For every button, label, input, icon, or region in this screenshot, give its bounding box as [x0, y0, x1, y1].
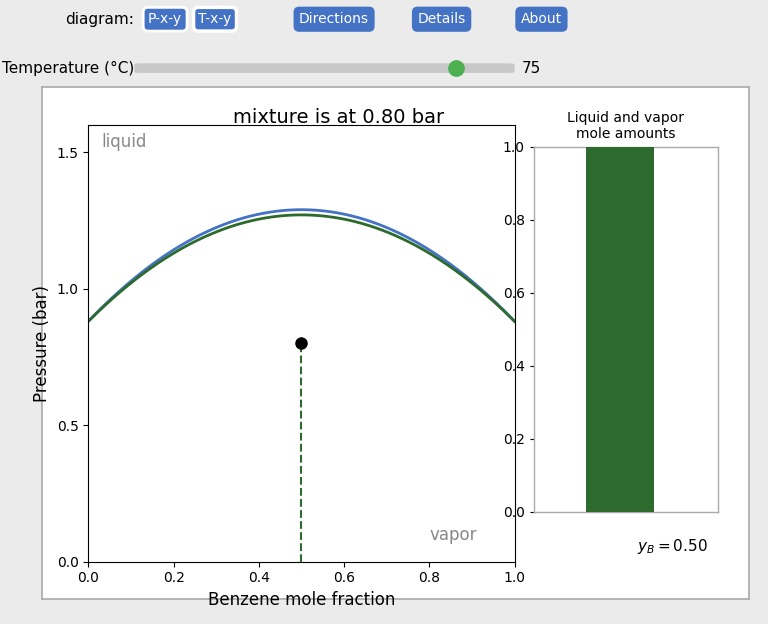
Text: mixture is at 0.80 bar: mixture is at 0.80 bar — [233, 108, 445, 127]
Bar — [586, 147, 654, 512]
Text: 75: 75 — [522, 61, 541, 76]
Text: vapor: vapor — [429, 526, 477, 544]
Text: diagram:: diagram: — [65, 12, 134, 27]
Text: About: About — [521, 12, 562, 26]
X-axis label: Benzene mole fraction: Benzene mole fraction — [208, 591, 395, 609]
Text: P-x-y: P-x-y — [148, 12, 182, 26]
Text: $y_B=0.50$: $y_B=0.50$ — [637, 537, 707, 556]
FancyBboxPatch shape — [134, 64, 515, 73]
Title: Liquid and vapor
mole amounts: Liquid and vapor mole amounts — [568, 111, 684, 141]
Text: Temperature (°C): Temperature (°C) — [2, 61, 134, 76]
Text: Directions: Directions — [299, 12, 369, 26]
Y-axis label: Pressure (bar): Pressure (bar) — [33, 285, 51, 402]
Text: Details: Details — [418, 12, 465, 26]
Text: T-x-y: T-x-y — [198, 12, 232, 26]
Text: liquid: liquid — [101, 133, 147, 150]
